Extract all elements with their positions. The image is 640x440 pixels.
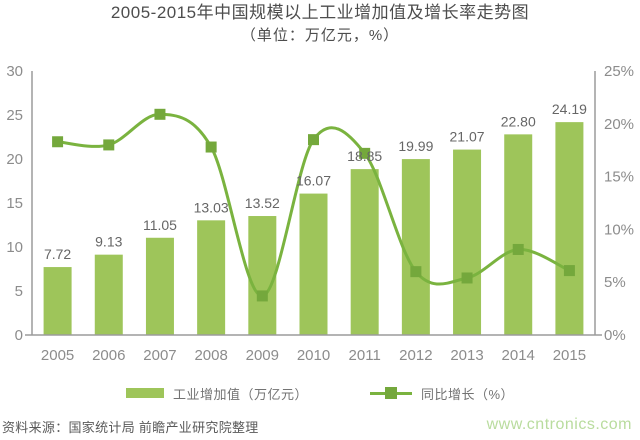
legend-item-bar: 工业增加值（万亿元） (125, 384, 308, 403)
bar-value-label: 19.99 (398, 138, 433, 154)
title-block: 2005-2015年中国规模以上工业增加值及增长率走势图 （单位：万亿元，%） (0, 1, 640, 47)
legend-line-label: 同比增长（%） (420, 386, 515, 402)
trend-marker (154, 108, 166, 120)
bar-series-swatch-icon (125, 388, 164, 398)
bar (145, 237, 174, 335)
x-axis-tick-label: 2005 (41, 347, 74, 364)
legend-item-line: 同比增长（%） (369, 384, 515, 403)
right-axis-tick-label: 10% (604, 221, 634, 238)
bar (299, 193, 328, 335)
bar (555, 122, 584, 336)
line-series-swatch-icon (369, 387, 412, 399)
bar-value-label: 22.80 (501, 113, 536, 129)
trend-marker (563, 265, 575, 277)
legend-bar-label: 工业增加值（万亿元） (172, 386, 308, 402)
trend-marker (103, 139, 115, 151)
bar-value-label: 24.19 (552, 101, 587, 117)
trend-marker (410, 266, 422, 278)
right-axis-tick-label: 20% (604, 116, 634, 133)
bar (197, 220, 226, 335)
left-axis-tick-label: 30 (6, 63, 23, 80)
bar-value-label: 7.72 (44, 246, 71, 262)
x-axis-tick-label: 2006 (92, 347, 125, 364)
footer: 资料来源：国家统计局 前瞻产业研究院整理 www.cntronics.com (0, 414, 640, 440)
x-axis-tick-label: 2010 (297, 347, 330, 364)
x-axis-tick-label: 2008 (194, 347, 227, 364)
bar (94, 254, 123, 335)
x-axis-tick-label: 2013 (450, 347, 483, 364)
left-axis-tick-label: 15 (6, 195, 23, 212)
trend-marker (52, 136, 64, 148)
left-axis-tick-label: 5 (15, 283, 23, 300)
right-axis-tick-label: 0% (604, 327, 626, 344)
bar-value-label: 11.05 (143, 217, 177, 233)
bar-value-label: 13.03 (194, 199, 229, 215)
bar-value-label: 16.07 (296, 173, 331, 189)
chart-svg: 7.72 9.13 11.05 13.03 13.52 16.07 18.85 19.99 21… (6, 63, 634, 364)
right-axis-tick-label: 5% (604, 274, 626, 291)
chart-area: 7.72 9.13 11.05 13.03 13.52 16.07 18.85 19.99 21… (0, 58, 640, 370)
bar-value-label: 21.07 (450, 129, 485, 145)
left-axis-tick-label: 25 (6, 107, 23, 124)
legend-line-marker (384, 387, 397, 399)
x-axis-tick-label: 2007 (143, 347, 176, 364)
chart-title: 2005-2015年中国规模以上工业增加值及增长率走势图 (110, 3, 530, 22)
x-axis-tick-label: 2011 (349, 347, 381, 364)
left-axis-tick-label: 20 (6, 151, 23, 168)
trend-marker (359, 147, 371, 159)
watermark-text: www.cntronics.com (486, 416, 632, 433)
x-axis-tick-label: 2012 (399, 347, 432, 364)
bar (350, 169, 379, 335)
trend-marker (308, 134, 319, 146)
bar (43, 267, 72, 335)
trend-marker (461, 272, 473, 284)
data-source-text: 资料来源：国家统计局 前瞻产业研究院整理 (2, 420, 259, 435)
chart-subtitle: （单位：万亿元，%） (240, 27, 400, 44)
bar-value-label: 13.52 (245, 195, 280, 211)
trend-marker (205, 141, 217, 153)
bar (504, 134, 533, 335)
legend: 工业增加值（万亿元） 同比增长（%） (0, 383, 640, 403)
left-axis-tick-label: 0 (15, 327, 23, 344)
right-axis-tick-label: 25% (604, 63, 634, 80)
bar (453, 149, 482, 335)
trend-marker (512, 243, 524, 255)
bar (248, 216, 277, 335)
trend-marker (256, 290, 268, 302)
x-axis-tick-label: 2009 (246, 347, 279, 364)
left-axis-tick-label: 10 (6, 239, 23, 256)
bar-value-label: 9.13 (95, 234, 122, 250)
x-axis-tick-label: 2015 (553, 347, 586, 364)
right-axis-tick-label: 15% (604, 169, 634, 186)
bar-value-label: 18.85 (347, 148, 382, 164)
x-axis-tick-label: 2014 (502, 347, 535, 364)
bar (401, 159, 430, 335)
